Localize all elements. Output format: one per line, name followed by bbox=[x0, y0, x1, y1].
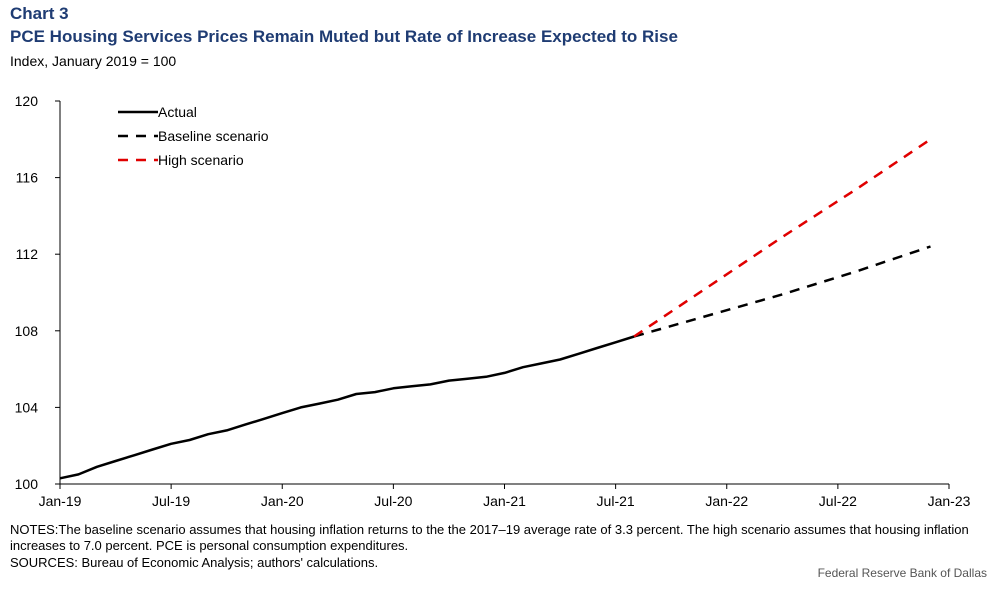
y-tick-label: 104 bbox=[15, 399, 39, 415]
chart-title: PCE Housing Services Prices Remain Muted… bbox=[10, 27, 678, 46]
series-line-baseline-scenario bbox=[633, 245, 931, 338]
y-axis: 100 104 108 112 116 120 bbox=[15, 93, 61, 492]
series-line-high-scenario bbox=[633, 138, 932, 338]
x-tick-label: Jul-21 bbox=[597, 493, 635, 509]
legend-label: High scenario bbox=[158, 152, 244, 168]
x-tick-label: Jul-22 bbox=[819, 493, 857, 509]
x-tick-label: Jan-20 bbox=[261, 493, 304, 509]
credit-text: Federal Reserve Bank of Dallas bbox=[817, 566, 987, 580]
x-tick-label: Jan-22 bbox=[705, 493, 748, 509]
y-tick-label: 108 bbox=[15, 323, 39, 339]
legend-label: Baseline scenario bbox=[158, 128, 269, 144]
x-tick-label: Jan-23 bbox=[928, 493, 971, 509]
notes-text: NOTES:The baseline scenario assumes that… bbox=[10, 522, 969, 553]
y-tick-label: 120 bbox=[15, 93, 39, 109]
sources-text: SOURCES: Bureau of Economic Analysis; au… bbox=[10, 555, 379, 570]
y-tick-label: 100 bbox=[15, 476, 39, 492]
x-tick-label: Jul-20 bbox=[374, 493, 412, 509]
chart-number: Chart 3 bbox=[10, 4, 69, 23]
series-line-actual bbox=[59, 335, 635, 480]
y-axis-unit-label: Index, January 2019 = 100 bbox=[10, 53, 177, 69]
legend: Actual Baseline scenario High scenario bbox=[118, 104, 269, 168]
x-tick-label: Jan-19 bbox=[39, 493, 82, 509]
x-tick-label: Jan-21 bbox=[483, 493, 526, 509]
x-axis: Jan-19 Jul-19 Jan-20 Jul-20 Jan-21 Jul-21 Jan-… bbox=[39, 483, 971, 509]
x-tick-label: Jul-19 bbox=[152, 493, 190, 509]
series-group bbox=[59, 138, 932, 480]
legend-label: Actual bbox=[158, 104, 197, 120]
y-tick-label: 112 bbox=[16, 246, 39, 262]
y-tick-label: 116 bbox=[16, 170, 39, 186]
